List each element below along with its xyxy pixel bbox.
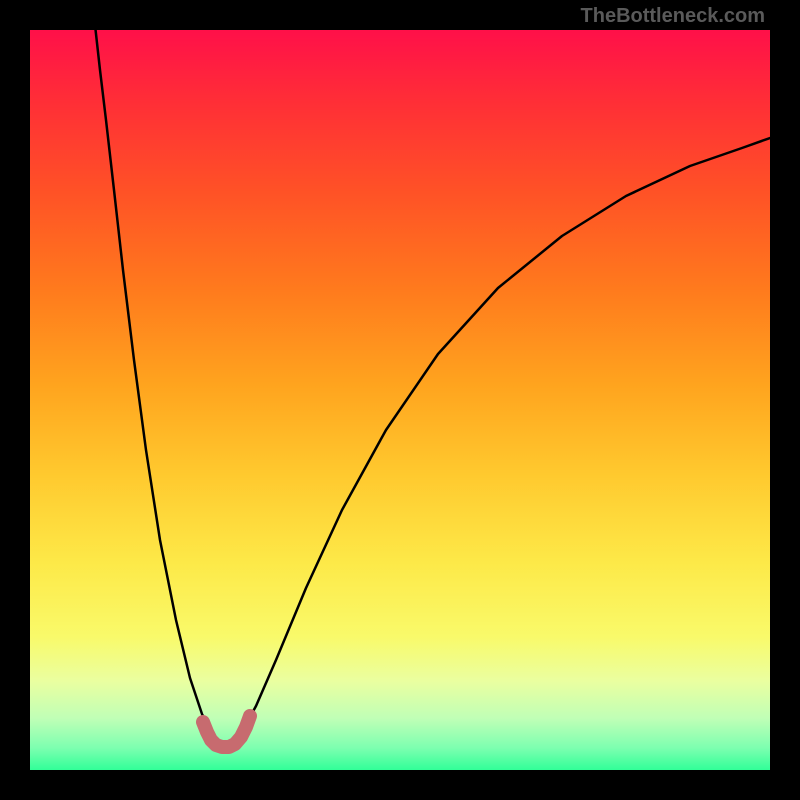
gradient-background xyxy=(30,30,770,770)
chart-svg xyxy=(30,30,770,770)
chart-plot-area xyxy=(30,30,770,770)
watermark-text: TheBottleneck.com xyxy=(581,5,765,28)
